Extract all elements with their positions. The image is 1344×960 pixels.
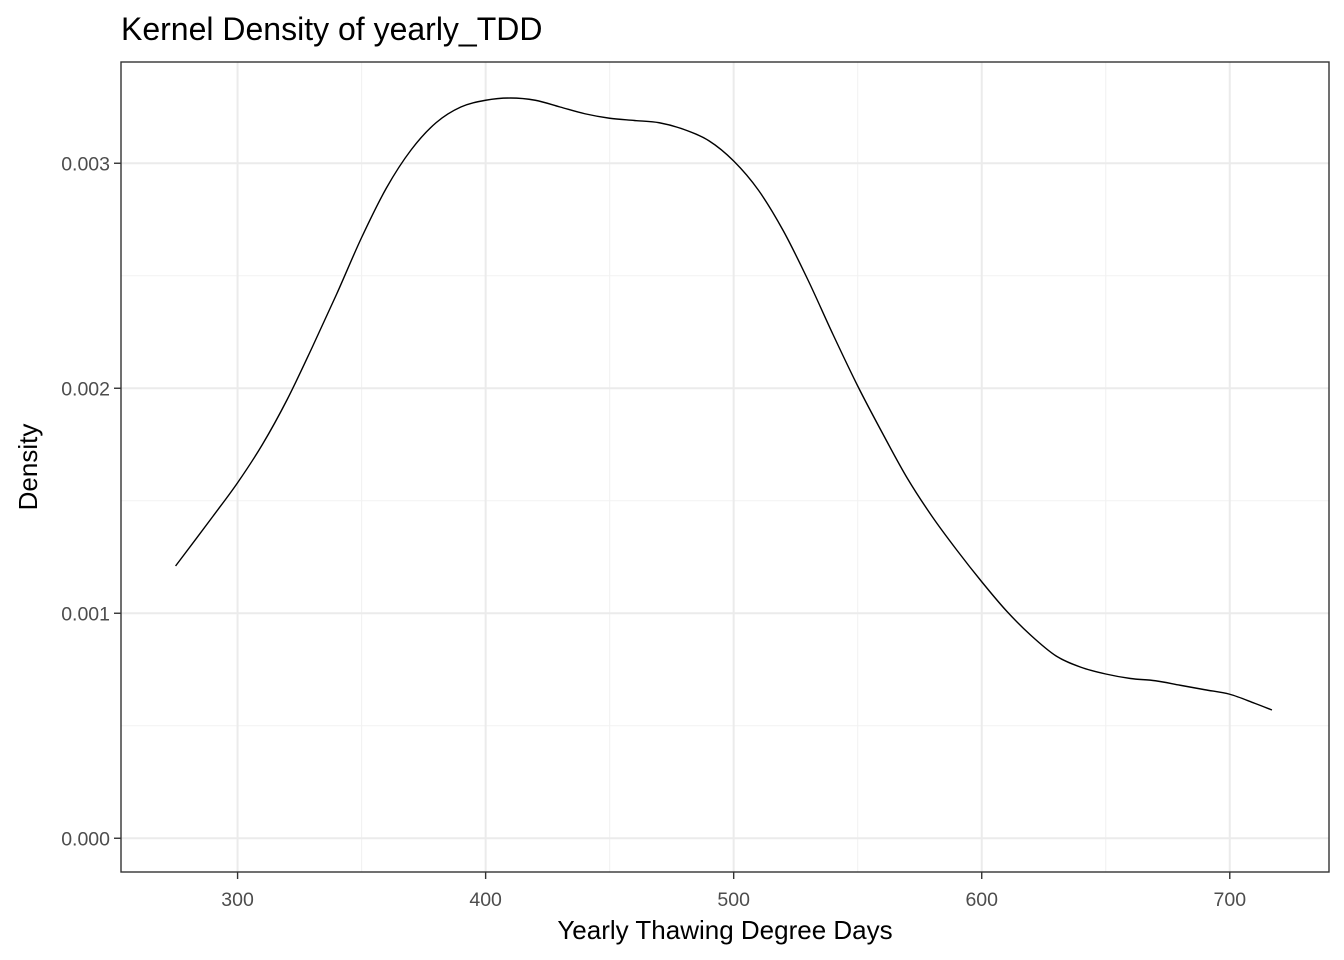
x-axis-ticks: 300 400 500 600 700 bbox=[221, 872, 1246, 911]
x-axis-title: Yearly Thawing Degree Days bbox=[557, 915, 892, 945]
density-curve-group bbox=[175, 97, 1273, 711]
x-tick-label: 600 bbox=[965, 889, 998, 911]
grid-lines bbox=[121, 62, 1329, 872]
y-tick-label: 0.001 bbox=[61, 603, 110, 625]
panel-border bbox=[120, 61, 1330, 873]
y-axis-ticks: 0.000 0.001 0.002 0.003 bbox=[61, 153, 121, 850]
y-tick-label: 0.000 bbox=[61, 828, 110, 850]
y-axis-title: Density bbox=[13, 424, 43, 511]
y-tick-label: 0.003 bbox=[61, 153, 110, 175]
x-tick-label: 500 bbox=[717, 889, 750, 911]
density-curve bbox=[175, 97, 1273, 711]
y-tick-label: 0.002 bbox=[61, 378, 110, 400]
chart-title: Kernel Density of yearly_TDD bbox=[121, 11, 542, 47]
x-tick-label: 700 bbox=[1214, 889, 1247, 911]
x-tick-label: 400 bbox=[469, 889, 502, 911]
x-tick-label: 300 bbox=[221, 889, 254, 911]
